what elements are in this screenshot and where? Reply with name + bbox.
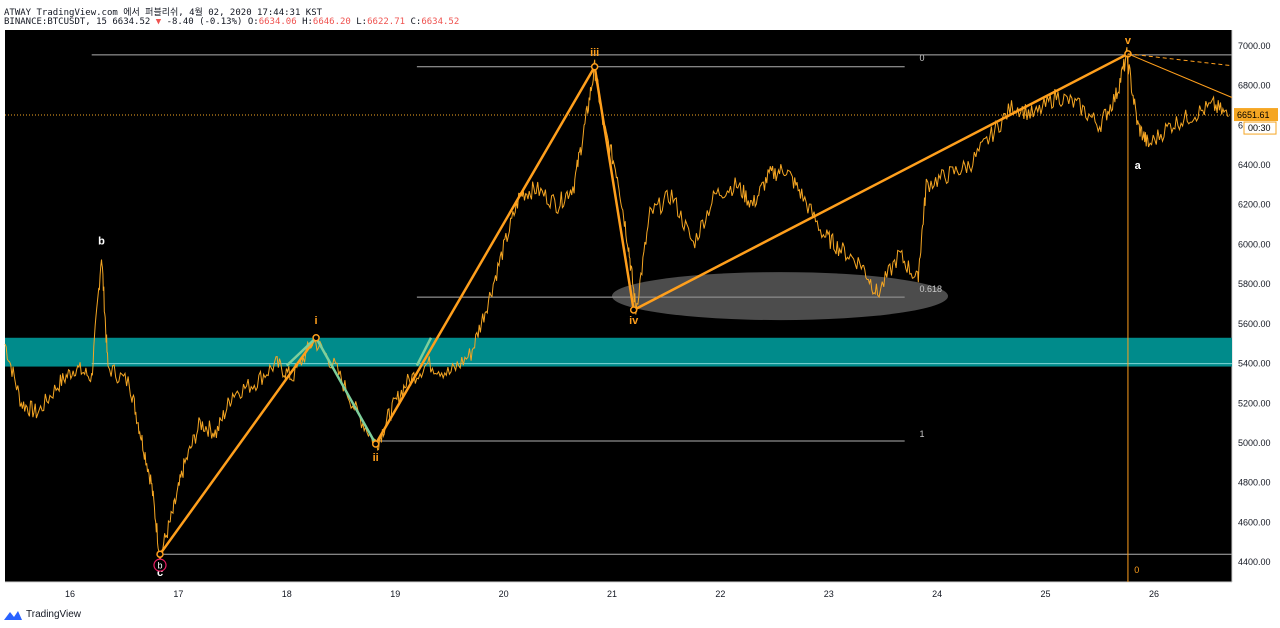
high-label: H:	[302, 17, 313, 27]
y-tick-label: 5400.00	[1238, 359, 1271, 369]
countdown-value: 00:30	[1248, 123, 1271, 133]
wave-point-marker	[629, 306, 638, 314]
wave-label: b	[98, 235, 105, 247]
x-tick-label: 24	[932, 589, 942, 599]
price-change: -8.40 (-0.13%)	[166, 17, 243, 27]
y-tick-label: 5000.00	[1238, 438, 1271, 448]
elliott-wave-line	[633, 52, 1129, 312]
fib-level-label: 0	[919, 53, 924, 63]
footer-brand: TradingView	[4, 609, 81, 620]
wave-point-marker	[590, 62, 599, 71]
x-tick-label: 25	[1041, 589, 1051, 599]
x-tick-label: 23	[824, 589, 834, 599]
wave-label: v	[1125, 35, 1132, 47]
wave-label: i	[315, 315, 318, 327]
fib-level-label: 0.618	[919, 284, 942, 294]
brand-name: TradingView	[26, 609, 82, 620]
open-value: 6634.06	[258, 17, 297, 27]
elliott-wave-line	[374, 66, 596, 445]
projection-line-dashed	[1127, 53, 1233, 67]
x-tick-label: 18	[282, 589, 292, 599]
y-tick-label: 6200.00	[1238, 200, 1271, 210]
projection-line	[1127, 53, 1233, 98]
elliott-wave-line	[314, 337, 377, 445]
x-tick-label: 17	[173, 589, 183, 599]
elliott-wave-line	[593, 66, 635, 311]
high-value: 6646.20	[312, 17, 351, 27]
circled-wave-label: b	[157, 561, 162, 571]
last-price: 6634.52	[112, 17, 151, 27]
x-tick-label: 20	[499, 589, 509, 599]
x-tick-label: 21	[607, 589, 617, 599]
wave-label: iv	[629, 315, 639, 327]
y-tick-label: 6000.00	[1238, 239, 1271, 249]
wave-point-marker	[312, 334, 320, 342]
down-arrow-icon: ▼	[155, 17, 162, 27]
y-tick-label: 5600.00	[1238, 319, 1271, 329]
elliott-wave-line	[158, 337, 318, 555]
wave-label: c	[157, 567, 163, 579]
x-tick-label: 22	[715, 589, 725, 599]
fib-level-label: 1	[919, 429, 924, 439]
x-tick-label: 26	[1149, 589, 1159, 599]
y-tick-label: 6800.00	[1238, 81, 1271, 91]
time-line-label: 0	[1134, 565, 1139, 575]
price-tag-box	[1234, 108, 1278, 122]
wave-iii-segment	[415, 337, 433, 367]
x-tick-label: 16	[65, 589, 75, 599]
countdown-box	[1243, 121, 1277, 135]
wave-point-marker	[371, 440, 380, 448]
y-tick-label: 6400.00	[1238, 160, 1271, 170]
price-tag-value: 6651.61	[1237, 110, 1270, 120]
wave-label: ii	[373, 452, 379, 464]
wave-point-marker	[156, 550, 164, 558]
symbol-label: BINANCE:BTCUSDT, 15	[4, 17, 107, 27]
support-zone	[5, 337, 1232, 367]
price-series	[4, 47, 1229, 565]
wave-label: iii	[590, 47, 599, 59]
close-value: 6634.52	[421, 17, 460, 27]
wave-i-segment	[285, 336, 317, 367]
close-label: C:	[410, 17, 422, 27]
y-tick-label: 4600.00	[1238, 517, 1271, 527]
low-label: L:	[356, 17, 368, 27]
y-tick-label: 5800.00	[1238, 279, 1271, 289]
ohlc-legend: BINANCE:BTCUSDT, 15 6634.52 ▼ -8.40 (-0.…	[4, 17, 459, 27]
publish-info: ATWAY TradingView.com 에서 퍼블리쉬, 4월 02, 20…	[4, 8, 323, 18]
y-tick-label: 5200.00	[1238, 398, 1271, 408]
highlight-ellipse	[612, 272, 949, 321]
circled-label-marker	[153, 558, 167, 572]
tradingview-logo-icon	[4, 610, 22, 620]
wave-label: a	[1135, 160, 1142, 172]
y-tick-label: 4800.00	[1238, 478, 1271, 488]
low-value: 6622.71	[367, 17, 406, 27]
y-tick-label: 7000.00	[1238, 41, 1271, 51]
x-tick-label: 19	[390, 589, 400, 599]
open-label: O:	[247, 17, 259, 27]
plot-area	[5, 30, 1232, 582]
y-tick-label: 4400.00	[1238, 557, 1271, 567]
